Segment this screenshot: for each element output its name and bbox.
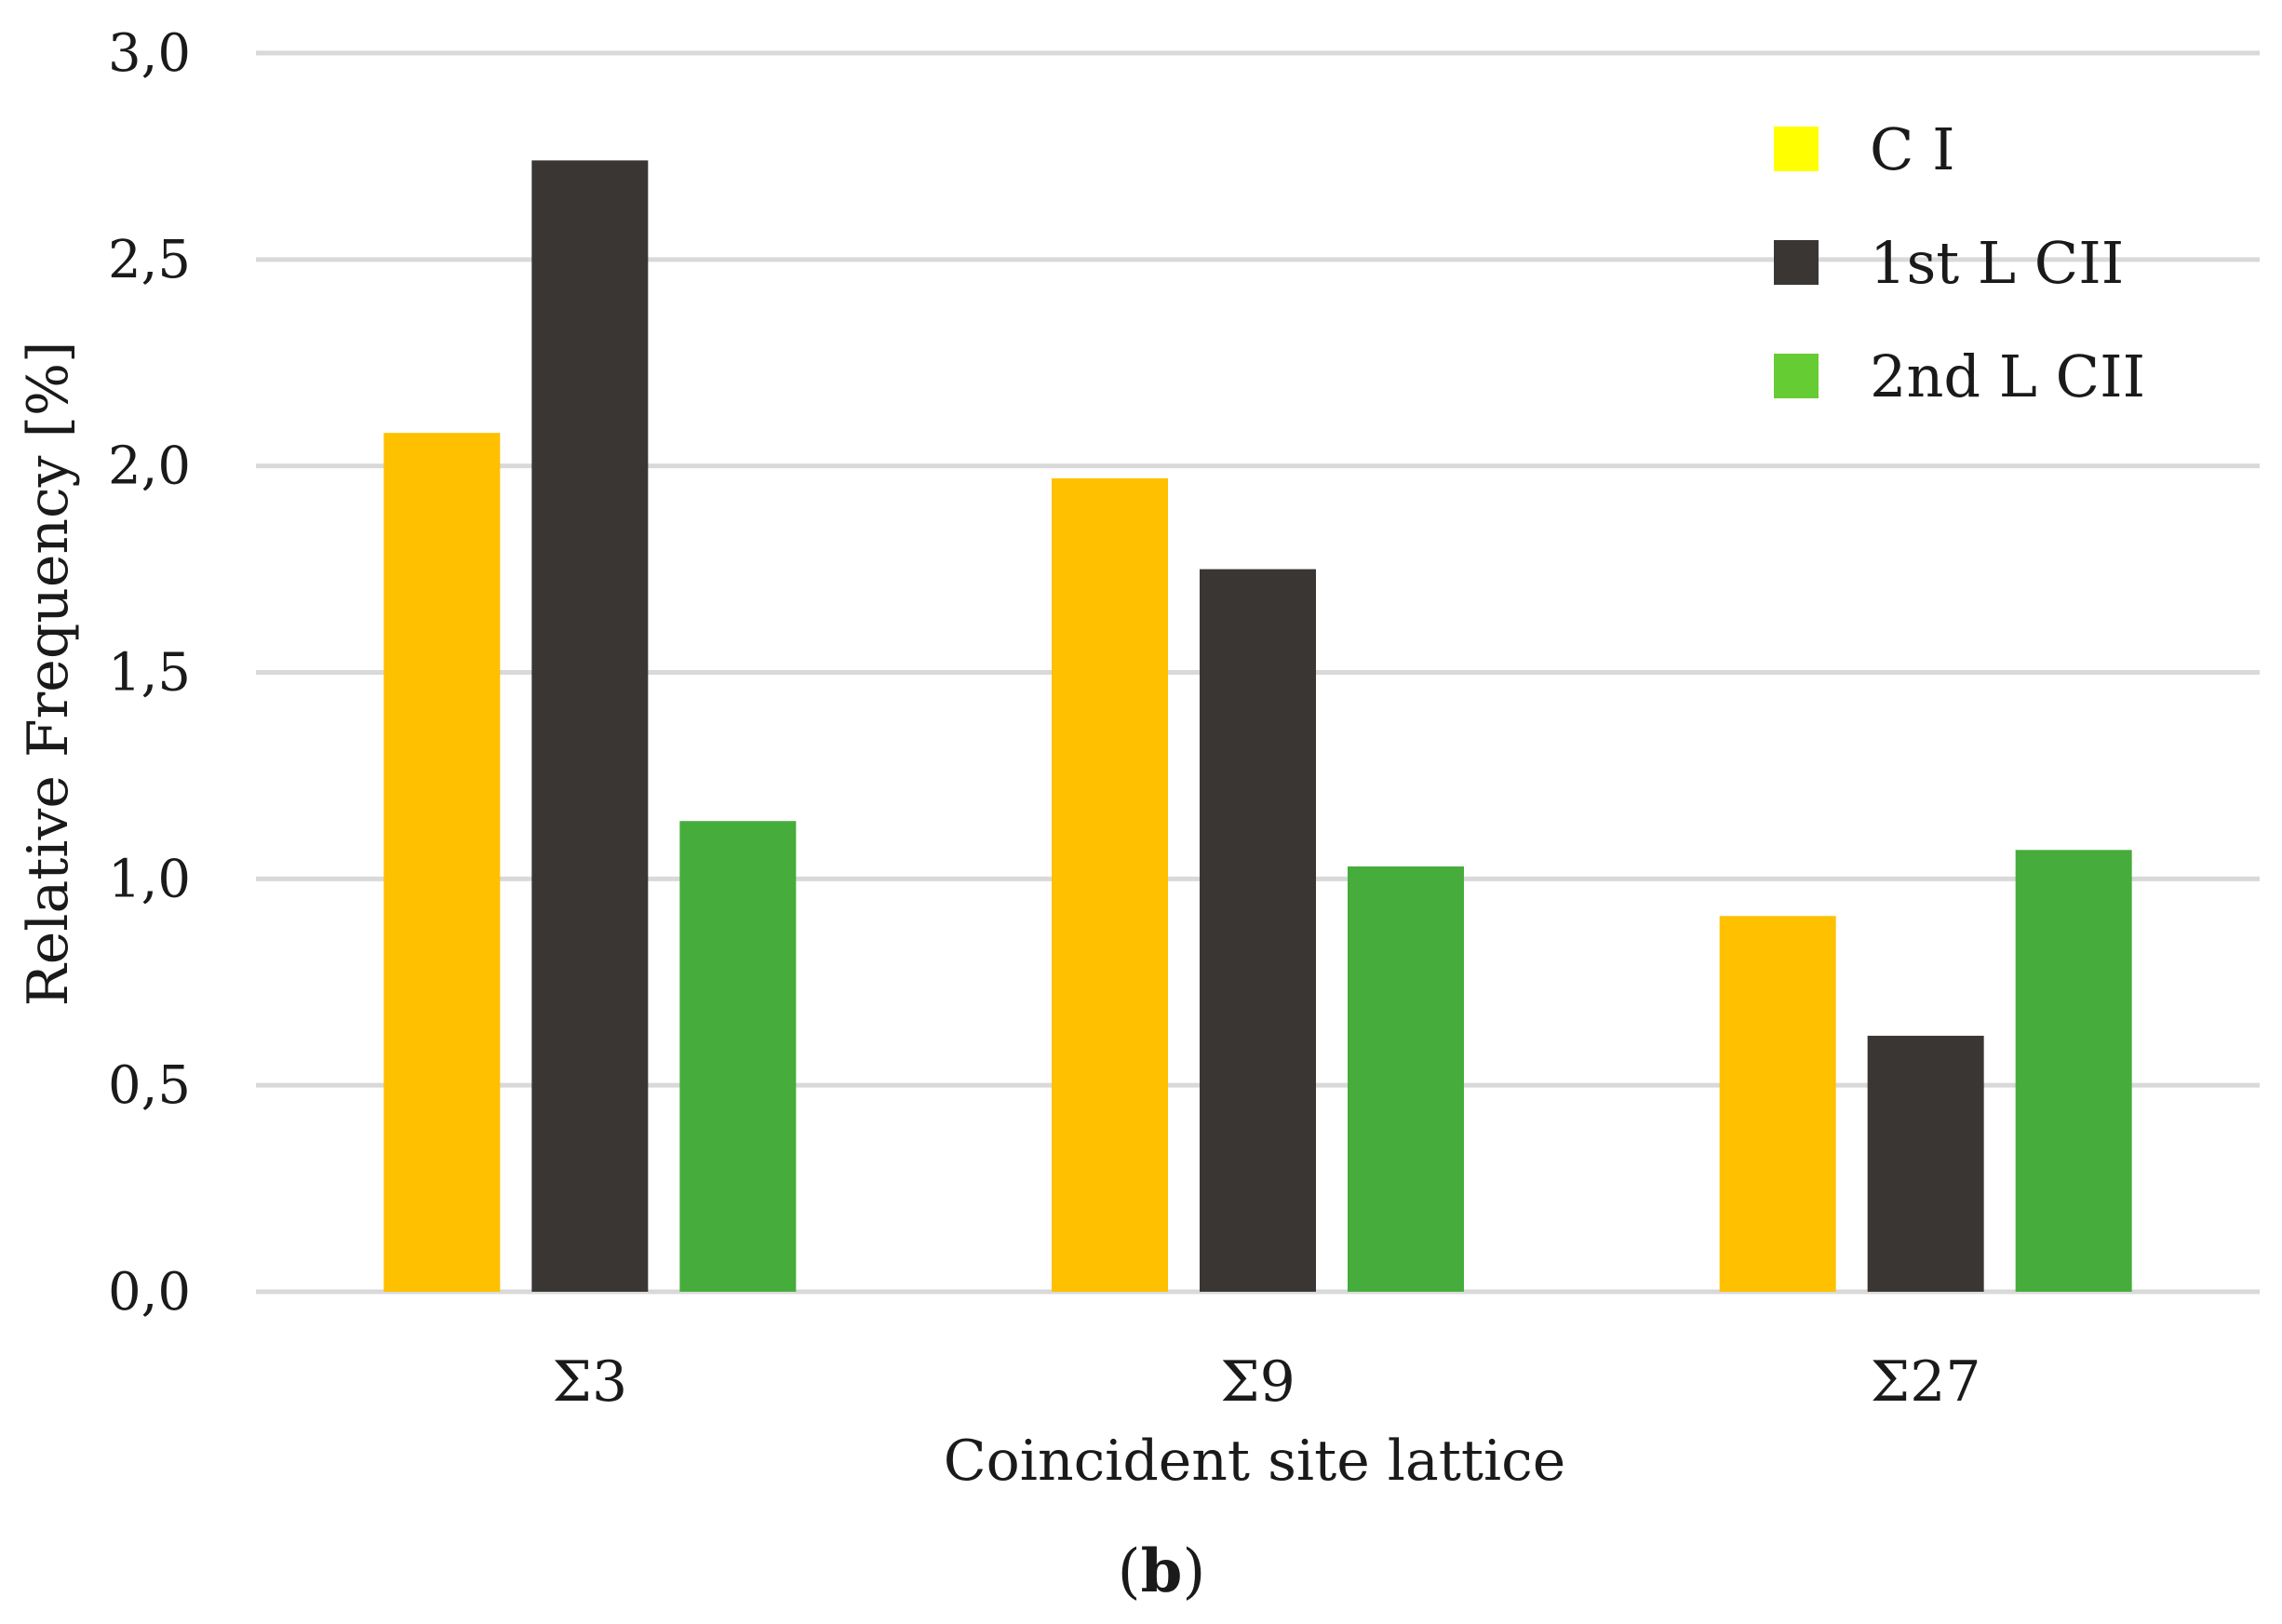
bar-3-1 xyxy=(679,821,797,1292)
y-tick-label: 2,0 xyxy=(108,436,191,497)
bar-3-3 xyxy=(2015,850,2132,1292)
bar-2-3 xyxy=(1867,1035,1984,1292)
y-tick-label: 3,0 xyxy=(108,23,191,84)
x-category-label: Σ27 xyxy=(1871,1349,1981,1415)
y-tick-label: 1,0 xyxy=(108,849,191,909)
legend: C I 1st L CII 2nd L CII xyxy=(1774,115,2145,410)
y-tick-label: 0,0 xyxy=(108,1262,191,1322)
y-tick-label: 1,5 xyxy=(108,643,191,704)
y-axis-ticks: 0,0 0,5 1,0 1,5 2,0 2,5 3,0 xyxy=(108,23,191,1322)
x-axis-categories: Σ3 Σ9 Σ27 xyxy=(553,1349,1981,1415)
legend-swatch xyxy=(1774,127,1819,171)
bar-1-3 xyxy=(1719,916,1836,1292)
bar-2-1 xyxy=(531,160,649,1293)
legend-swatch xyxy=(1774,240,1819,285)
legend-swatch xyxy=(1774,354,1819,398)
caption-open-paren: ( xyxy=(1118,1537,1141,1606)
figure-caption: (b) xyxy=(1118,1537,1206,1606)
x-category-label: Σ3 xyxy=(553,1349,628,1415)
y-tick-label: 0,5 xyxy=(108,1055,191,1116)
bar-2-2 xyxy=(1200,569,1316,1292)
x-category-label: Σ9 xyxy=(1220,1349,1295,1415)
caption-close-paren: ) xyxy=(1182,1537,1205,1606)
legend-label: C I xyxy=(1870,115,1955,183)
caption-label: b xyxy=(1141,1537,1183,1606)
legend-label: 2nd L CII xyxy=(1870,342,2145,410)
y-tick-label: 2,5 xyxy=(108,230,191,290)
bar-1-2 xyxy=(1052,477,1168,1292)
bars xyxy=(383,160,2132,1293)
bar-1-1 xyxy=(383,433,501,1292)
y-axis-title: Relative Frequency [%] xyxy=(16,342,81,1007)
legend-label: 1st L CII xyxy=(1870,229,2124,297)
x-axis-title: Coincident site lattice xyxy=(944,1429,1566,1494)
bar-3-2 xyxy=(1348,866,1464,1292)
